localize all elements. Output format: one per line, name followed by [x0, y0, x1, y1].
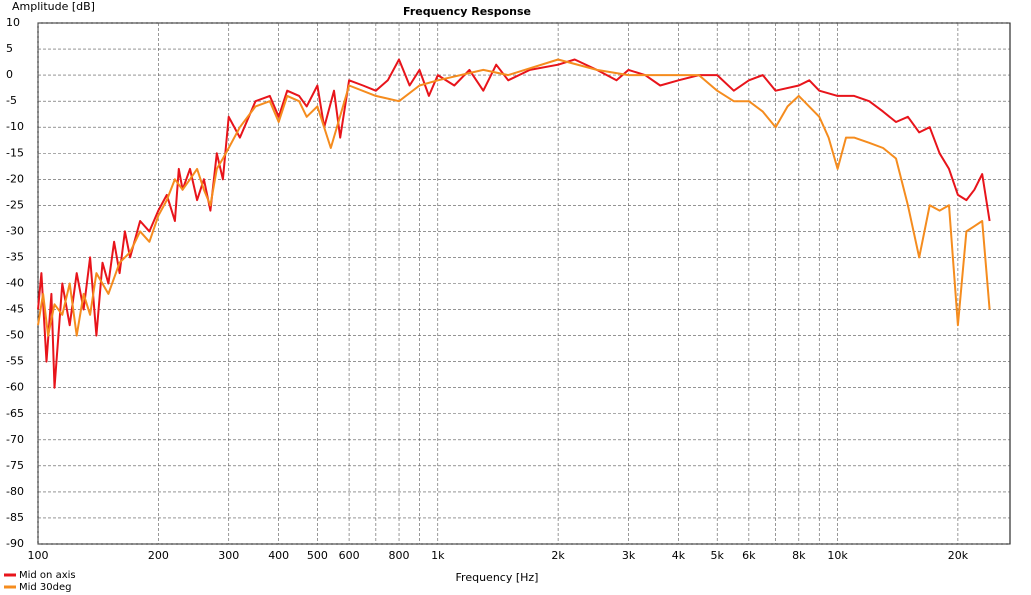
legend-label: Mid on axis — [19, 570, 76, 581]
y-tick-label: -40 — [6, 277, 24, 290]
series-line — [37, 58, 991, 337]
y-tick-label: 5 — [6, 42, 13, 55]
x-tick-label: 4k — [672, 549, 686, 562]
x-tick-label: 10k — [827, 549, 848, 562]
x-tick-label: 600 — [339, 549, 360, 562]
y-tick-label: -55 — [6, 355, 24, 368]
y-tick-label: -30 — [6, 224, 24, 237]
x-tick-label: 5k — [711, 549, 725, 562]
legend-label: Mid 30deg — [19, 582, 72, 593]
x-tick-label: 800 — [389, 549, 410, 562]
y-tick-label: -5 — [6, 94, 17, 107]
chart-title: Frequency Response — [403, 5, 531, 18]
y-tick-label: -20 — [6, 172, 24, 185]
x-tick-label: 20k — [948, 549, 969, 562]
x-tick-label: 100 — [28, 549, 49, 562]
y-tick-label: -45 — [6, 303, 24, 316]
x-tick-label: 1k — [431, 549, 445, 562]
y-tick-label: -85 — [6, 511, 24, 524]
y-tick-label: -15 — [6, 146, 24, 159]
y-tick-label: -65 — [6, 407, 24, 420]
y-tick-label: 0 — [6, 68, 13, 81]
y-tick-label: -80 — [6, 485, 24, 498]
x-tick-label: 500 — [307, 549, 328, 562]
x-axis-label: Frequency [Hz] — [456, 571, 539, 584]
y-tick-label: -25 — [6, 198, 24, 211]
x-tick-label: 3k — [622, 549, 636, 562]
x-tick-label: 6k — [742, 549, 756, 562]
y-tick-label: -35 — [6, 250, 24, 263]
x-tick-label: 8k — [792, 549, 806, 562]
x-tick-label: 2k — [551, 549, 565, 562]
x-tick-label: 300 — [218, 549, 239, 562]
y-tick-label: -10 — [6, 120, 24, 133]
x-tick-label: 200 — [148, 549, 169, 562]
y-tick-label: -70 — [6, 433, 24, 446]
y-tick-label: -60 — [6, 381, 24, 394]
y-tick-label: 10 — [6, 16, 20, 29]
series-line — [37, 58, 991, 389]
y-axis-label: Amplitude [dB] — [12, 0, 95, 13]
y-tick-label: -90 — [6, 537, 24, 550]
x-tick-label: 400 — [268, 549, 289, 562]
y-tick-label: -75 — [6, 459, 24, 472]
y-tick-label: -50 — [6, 329, 24, 342]
